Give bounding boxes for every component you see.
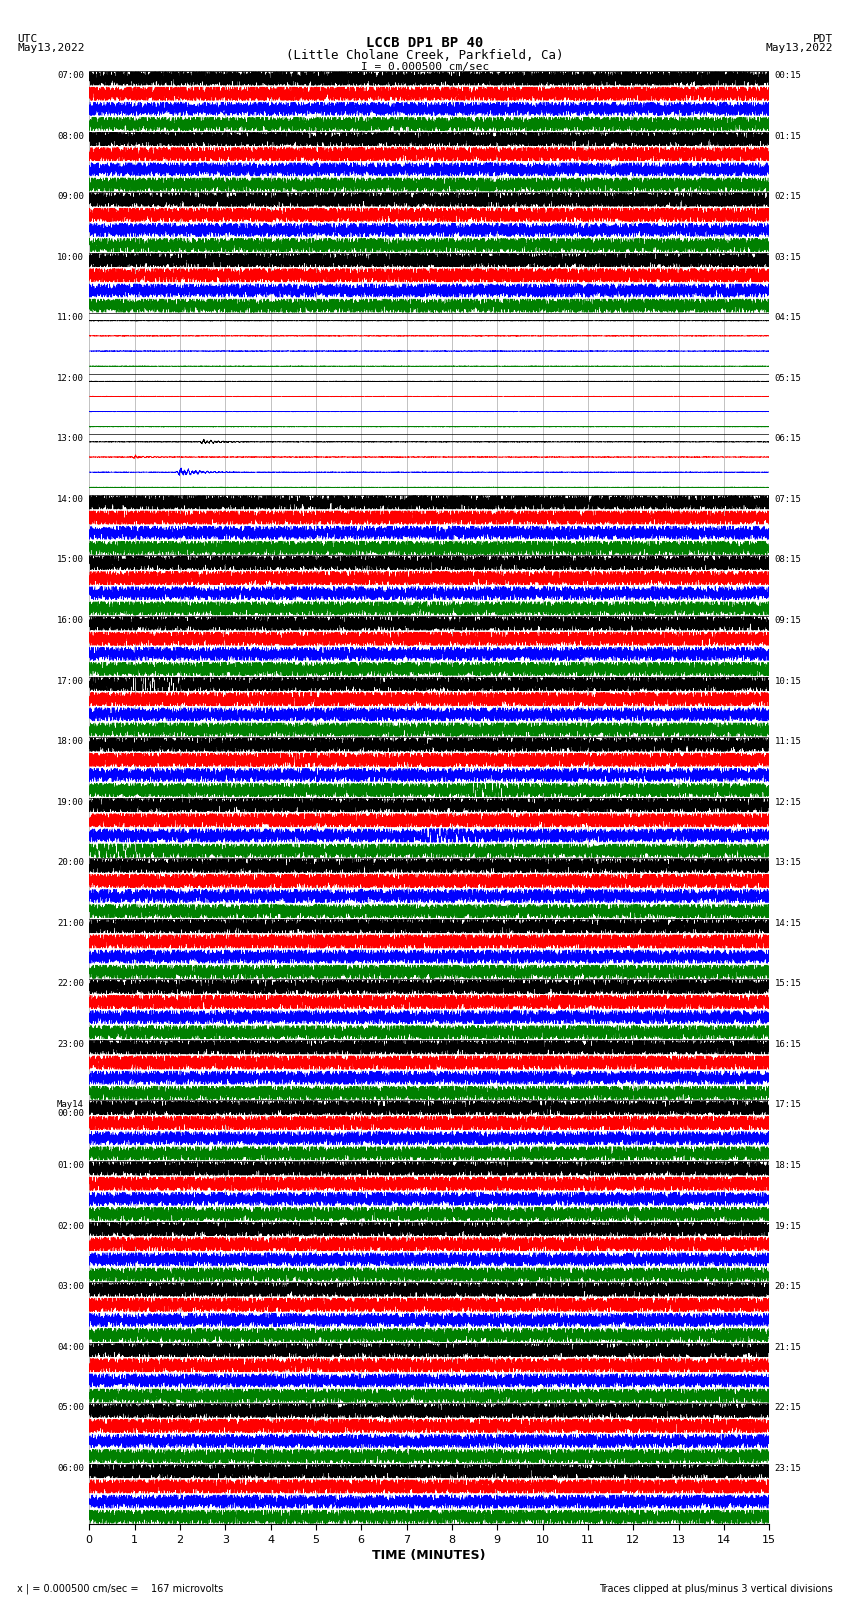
Text: 18:00: 18:00 — [57, 737, 84, 747]
Text: May14
00:00: May14 00:00 — [57, 1100, 84, 1118]
Text: 03:15: 03:15 — [774, 253, 802, 261]
Text: 13:00: 13:00 — [57, 434, 84, 444]
Text: 05:00: 05:00 — [57, 1403, 84, 1411]
Text: 12:00: 12:00 — [57, 374, 84, 382]
Text: I = 0.000500 cm/sec: I = 0.000500 cm/sec — [361, 63, 489, 73]
Text: 18:15: 18:15 — [774, 1161, 802, 1169]
Text: 03:00: 03:00 — [57, 1282, 84, 1290]
Text: 23:15: 23:15 — [774, 1463, 802, 1473]
Text: 05:15: 05:15 — [774, 374, 802, 382]
Text: 02:15: 02:15 — [774, 192, 802, 202]
Text: LCCB DP1 BP 40: LCCB DP1 BP 40 — [366, 37, 484, 50]
Text: 23:00: 23:00 — [57, 1040, 84, 1048]
Text: 08:00: 08:00 — [57, 132, 84, 140]
Text: 21:15: 21:15 — [774, 1342, 802, 1352]
Text: 15:00: 15:00 — [57, 555, 84, 565]
Text: x | = 0.000500 cm/sec =    167 microvolts: x | = 0.000500 cm/sec = 167 microvolts — [17, 1582, 224, 1594]
Text: 19:00: 19:00 — [57, 797, 84, 806]
Text: 00:15: 00:15 — [774, 71, 802, 81]
Text: 21:00: 21:00 — [57, 919, 84, 927]
Text: 10:15: 10:15 — [774, 676, 802, 686]
Text: 10:00: 10:00 — [57, 253, 84, 261]
Text: 16:00: 16:00 — [57, 616, 84, 624]
Text: 11:00: 11:00 — [57, 313, 84, 323]
Text: 13:15: 13:15 — [774, 858, 802, 868]
Text: 22:15: 22:15 — [774, 1403, 802, 1411]
Text: 08:15: 08:15 — [774, 555, 802, 565]
Text: 01:15: 01:15 — [774, 132, 802, 140]
Text: 04:00: 04:00 — [57, 1342, 84, 1352]
Text: 16:15: 16:15 — [774, 1040, 802, 1048]
Text: May13,2022: May13,2022 — [17, 44, 84, 53]
X-axis label: TIME (MINUTES): TIME (MINUTES) — [372, 1548, 486, 1561]
Text: 20:00: 20:00 — [57, 858, 84, 868]
Text: 20:15: 20:15 — [774, 1282, 802, 1290]
Text: 06:00: 06:00 — [57, 1463, 84, 1473]
Text: May13,2022: May13,2022 — [766, 44, 833, 53]
Text: 06:15: 06:15 — [774, 434, 802, 444]
Text: (Little Cholane Creek, Parkfield, Ca): (Little Cholane Creek, Parkfield, Ca) — [286, 50, 564, 63]
Text: 17:00: 17:00 — [57, 676, 84, 686]
Text: 22:00: 22:00 — [57, 979, 84, 989]
Text: 14:15: 14:15 — [774, 919, 802, 927]
Text: 19:15: 19:15 — [774, 1221, 802, 1231]
Text: PDT: PDT — [813, 34, 833, 44]
Text: 01:00: 01:00 — [57, 1161, 84, 1169]
Text: 15:15: 15:15 — [774, 979, 802, 989]
Text: 09:15: 09:15 — [774, 616, 802, 624]
Text: 12:15: 12:15 — [774, 797, 802, 806]
Text: 17:15: 17:15 — [774, 1100, 802, 1110]
Text: 09:00: 09:00 — [57, 192, 84, 202]
Text: UTC: UTC — [17, 34, 37, 44]
Text: Traces clipped at plus/minus 3 vertical divisions: Traces clipped at plus/minus 3 vertical … — [599, 1584, 833, 1594]
Text: 02:00: 02:00 — [57, 1221, 84, 1231]
Text: 14:00: 14:00 — [57, 495, 84, 503]
Text: 07:00: 07:00 — [57, 71, 84, 81]
Text: 07:15: 07:15 — [774, 495, 802, 503]
Text: 11:15: 11:15 — [774, 737, 802, 747]
Text: 04:15: 04:15 — [774, 313, 802, 323]
